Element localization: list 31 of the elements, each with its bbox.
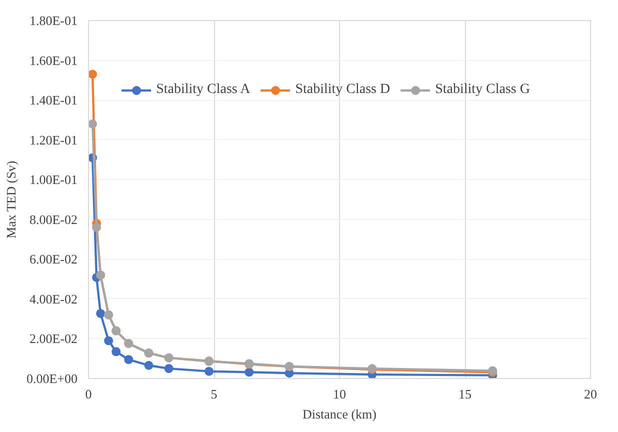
y-tick-label: 2.00E-02	[29, 331, 78, 346]
point	[164, 364, 174, 374]
point	[204, 366, 214, 376]
x-axis-title: Distance (km)	[302, 406, 377, 422]
legend-label: Stability Class D	[295, 82, 390, 98]
x-tick-label: 0	[85, 386, 92, 402]
legend-label: Stability Class G	[435, 82, 530, 98]
x-tick-label: 5	[210, 386, 218, 402]
point	[92, 222, 102, 232]
point	[244, 368, 254, 377]
y-tick-label: 8.00E-02	[29, 212, 78, 227]
y-tick-label: 1.80E-01	[29, 13, 78, 28]
point	[88, 70, 98, 79]
y-tick-label: 0.00E+00	[26, 371, 78, 386]
y-tick-label: 4.00E-02	[29, 291, 78, 306]
point	[112, 347, 121, 356]
y-tick-label: 1.00E-01	[29, 172, 78, 188]
point	[104, 336, 114, 346]
y-tick-label: 1.60E-01	[29, 52, 78, 68]
point	[144, 360, 154, 370]
y-tick-label: 1.40E-01	[29, 92, 78, 108]
x-tick-label: 15	[458, 386, 472, 402]
x-tick-label: 10	[333, 386, 346, 402]
y-axis-title: Max TED (Sv)	[3, 160, 18, 238]
point	[124, 355, 134, 364]
x-tick-label: 20	[584, 386, 597, 402]
point	[96, 308, 106, 318]
y-tick-label: 6.00E-02	[29, 252, 78, 267]
y-tick-label: 1.20E-01	[29, 132, 78, 148]
point	[88, 119, 98, 128]
legend-label: Stability Class A	[156, 82, 250, 98]
